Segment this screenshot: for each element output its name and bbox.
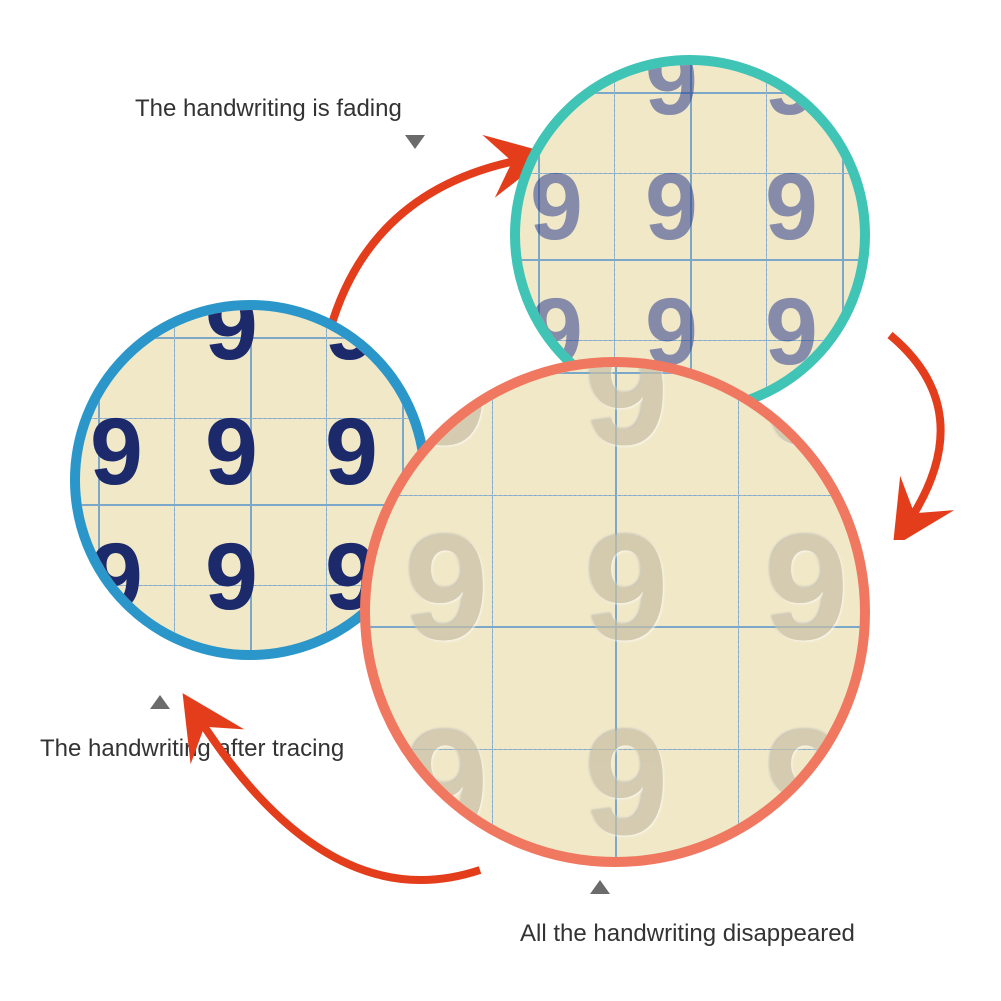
digit-9: 9 (645, 160, 698, 255)
digit-9: 9 (90, 310, 143, 375)
digit-9: 9 (765, 707, 848, 857)
arrow-big-to-left (170, 690, 510, 920)
digit-9: 9 (205, 310, 258, 375)
caption-disappeared: All the handwriting disappeared (520, 920, 855, 948)
pointer-after-tracing (150, 695, 170, 709)
digit-9: 9 (205, 530, 258, 625)
digit-9: 9 (405, 367, 488, 467)
digit-9: 9 (585, 512, 668, 662)
digit-9: 9 (530, 65, 583, 130)
digit-9: 9 (585, 367, 668, 467)
digit-9: 9 (530, 160, 583, 255)
digit-9: 9 (765, 160, 818, 255)
digit-9: 9 (585, 707, 668, 857)
digit-9: 9 (645, 65, 698, 130)
digit-9: 9 (90, 405, 143, 500)
digit-9: 9 (765, 285, 818, 380)
digit-9: 9 (765, 65, 818, 130)
digit-9: 9 (90, 530, 143, 625)
digit-9: 9 (325, 310, 378, 375)
arrow-top-to-big (850, 320, 1000, 540)
digit-9: 9 (765, 512, 848, 662)
pointer-disappeared (590, 880, 610, 894)
digit-9: 9 (405, 512, 488, 662)
digit-9: 9 (765, 367, 848, 467)
caption-fading: The handwriting is fading (135, 95, 402, 123)
digit-9: 9 (205, 405, 258, 500)
